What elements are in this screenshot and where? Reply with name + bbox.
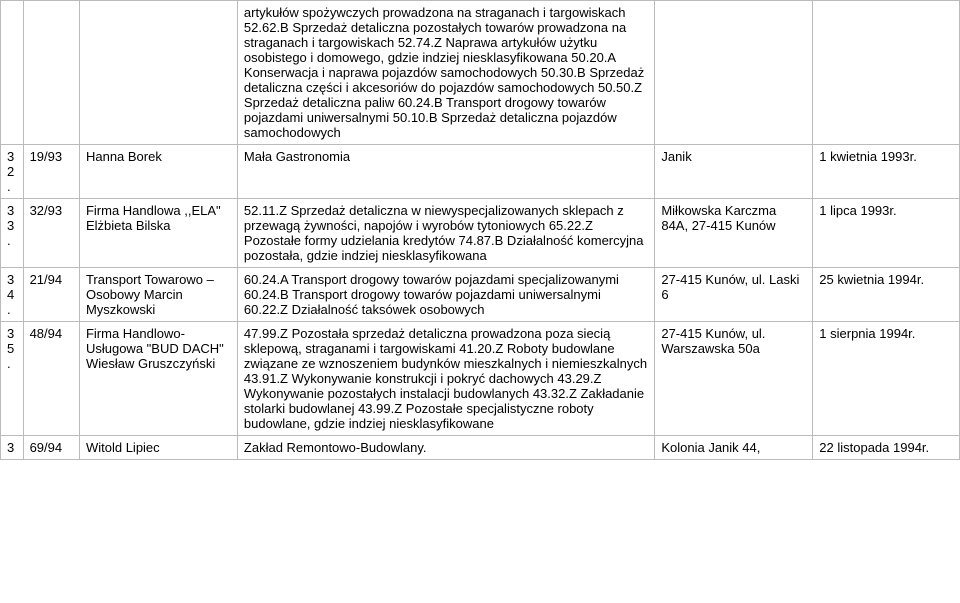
cell-date: 22 listopada 1994r. [813, 436, 960, 460]
cell-idx: 3 4. [1, 268, 24, 322]
cell-idx: 3 [1, 436, 24, 460]
table-row: 369/94Witold LipiecZakład Remontowo-Budo… [1, 436, 960, 460]
table-row: 3 4.21/94Transport Towarowo – Osobowy Ma… [1, 268, 960, 322]
cell-date [813, 1, 960, 145]
cell-date: 1 sierpnia 1994r. [813, 322, 960, 436]
cell-name: Transport Towarowo – Osobowy Marcin Mysz… [79, 268, 237, 322]
table-row: 3 5.48/94Firma Handlowo-Usługowa "BUD DA… [1, 322, 960, 436]
table-row: 3 2.19/93Hanna BorekMała GastronomiaJani… [1, 145, 960, 199]
cell-addr: Kolonia Janik 44, [655, 436, 813, 460]
cell-num: 21/94 [23, 268, 79, 322]
cell-desc: 60.24.A Transport drogowy towarów pojazd… [237, 268, 654, 322]
table-row: artykułów spożywczych prowadzona na stra… [1, 1, 960, 145]
cell-date: 1 kwietnia 1993r. [813, 145, 960, 199]
cell-addr: 27-415 Kunów, ul. Warszawska 50a [655, 322, 813, 436]
cell-desc: Zakład Remontowo-Budowlany. [237, 436, 654, 460]
cell-idx: 3 3. [1, 199, 24, 268]
cell-addr: 27-415 Kunów, ul. Laski 6 [655, 268, 813, 322]
cell-name: Firma Handlowo-Usługowa "BUD DACH" Wiesł… [79, 322, 237, 436]
cell-name: Firma Handlowa ,,ELA" Elżbieta Bilska [79, 199, 237, 268]
cell-desc: 52.11.Z Sprzedaż detaliczna w niewyspecj… [237, 199, 654, 268]
cell-num: 48/94 [23, 322, 79, 436]
cell-num: 19/93 [23, 145, 79, 199]
cell-date: 25 kwietnia 1994r. [813, 268, 960, 322]
cell-addr: Janik [655, 145, 813, 199]
cell-addr [655, 1, 813, 145]
table-row: 3 3.32/93Firma Handlowa ,,ELA" Elżbieta … [1, 199, 960, 268]
cell-num: 32/93 [23, 199, 79, 268]
cell-desc: Mała Gastronomia [237, 145, 654, 199]
cell-name: Witold Lipiec [79, 436, 237, 460]
cell-desc: artykułów spożywczych prowadzona na stra… [237, 1, 654, 145]
cell-num: 69/94 [23, 436, 79, 460]
cell-desc: 47.99.Z Pozostała sprzedaż detaliczna pr… [237, 322, 654, 436]
cell-idx: 3 5. [1, 322, 24, 436]
cell-name: Hanna Borek [79, 145, 237, 199]
registry-table: artykułów spożywczych prowadzona na stra… [0, 0, 960, 460]
cell-date: 1 lipca 1993r. [813, 199, 960, 268]
cell-idx: 3 2. [1, 145, 24, 199]
cell-addr: Miłkowska Karczma 84A, 27-415 Kunów [655, 199, 813, 268]
cell-name [79, 1, 237, 145]
cell-num [23, 1, 79, 145]
cell-idx [1, 1, 24, 145]
